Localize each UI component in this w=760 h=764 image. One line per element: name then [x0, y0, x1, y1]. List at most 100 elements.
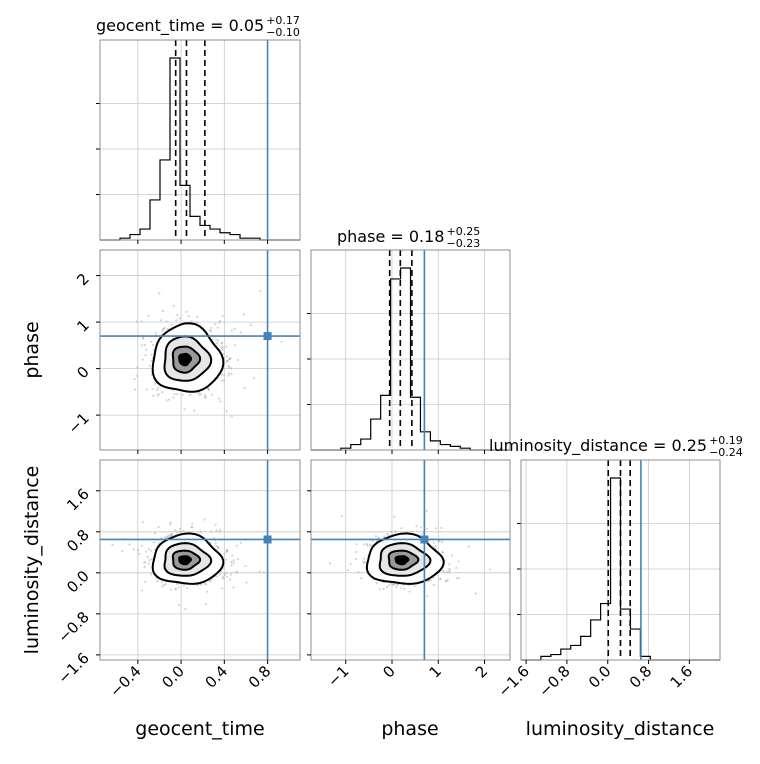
scatter-point: [147, 314, 150, 317]
scatter-point: [211, 393, 214, 396]
scatter-point: [148, 364, 151, 367]
scatter-point: [391, 583, 395, 586]
scatter-point: [207, 388, 210, 391]
scatter-point: [157, 386, 160, 389]
scatter-point: [383, 535, 386, 538]
scatter-point: [183, 408, 186, 411]
scatter-point: [169, 533, 172, 537]
scatter-point: [488, 568, 492, 571]
panel-frame: [520, 459, 721, 661]
scatter-point: [215, 342, 219, 345]
scatter-point: [442, 570, 446, 573]
scatter-point: [365, 542, 369, 546]
scatter-point: [232, 562, 235, 565]
scatter-point: [445, 580, 448, 583]
scatter-point: [185, 310, 188, 313]
scatter-point: [221, 577, 225, 580]
scatter-point: [448, 567, 451, 571]
scatter-point: [184, 607, 187, 610]
scatter-point: [161, 390, 164, 394]
scatter-point: [231, 554, 234, 557]
scatter-point: [355, 550, 358, 554]
scatter-point: [385, 585, 389, 589]
scatter-point: [445, 570, 449, 574]
scatter-point: [165, 536, 168, 539]
scatter-point: [421, 532, 424, 535]
x-tick-label-phase: 0: [379, 662, 398, 681]
x-tick-label-geocent_time: 0.4: [202, 662, 232, 692]
scatter-point: [224, 558, 228, 561]
scatter-point: [227, 372, 231, 375]
panel-frame: [99, 459, 301, 661]
panel-frame: [99, 249, 301, 451]
scatter-point: [191, 522, 194, 525]
scatter-point: [258, 570, 262, 573]
x-tick-label-luminosity_distance: 0.0: [585, 662, 615, 692]
scatter-point: [161, 309, 164, 313]
scatter-point: [162, 327, 165, 330]
scatter-point: [387, 534, 390, 537]
scatter-point: [346, 569, 349, 572]
scatter-point: [396, 583, 399, 586]
scatter-point: [357, 571, 360, 574]
scatter-point: [143, 343, 146, 347]
scatter-point: [157, 526, 160, 529]
x-tick-label-geocent_time: 0.8: [245, 662, 275, 692]
scatter-point: [140, 344, 144, 347]
scatter-point: [230, 415, 233, 418]
scatter-point: [166, 536, 169, 539]
x-tick-label-phase: −1: [324, 662, 352, 690]
scatter-point: [220, 341, 223, 344]
scatter-point: [152, 394, 155, 397]
scatter-point: [176, 313, 179, 317]
scatter-point: [280, 340, 283, 343]
scatter-point: [227, 374, 230, 377]
scatter-point: [187, 314, 190, 318]
scatter-point: [196, 321, 199, 324]
scatter-point: [121, 550, 124, 553]
scatter-point: [413, 585, 416, 588]
scatter-point: [237, 557, 240, 561]
scatter-point: [432, 541, 435, 544]
scatter-point: [225, 345, 228, 348]
scatter-point: [216, 339, 220, 342]
scatter-point: [178, 604, 181, 607]
scatter-point: [377, 536, 380, 539]
scatter-point: [440, 526, 443, 530]
scatter-point: [410, 530, 413, 533]
scatter-point: [230, 560, 233, 564]
scatter-point: [189, 394, 192, 397]
scatter-point: [170, 323, 173, 326]
truth-marker: [420, 535, 429, 544]
scatter-point: [149, 549, 153, 552]
scatter-point: [167, 398, 171, 401]
scatter-point: [174, 529, 177, 532]
scatter-point: [220, 373, 224, 376]
scatter-point: [140, 544, 143, 547]
x-axis-label-phase: phase: [381, 718, 438, 740]
scatter-point: [150, 359, 153, 362]
scatter-point: [220, 379, 223, 382]
scatter-point: [214, 523, 217, 526]
scatter-point: [426, 595, 429, 598]
x-tick-label-geocent_time: 0.0: [158, 662, 188, 692]
scatter-point: [448, 569, 452, 572]
scatter-point: [177, 586, 180, 589]
panel-content: [100, 250, 300, 458]
x-axis-label-geocent_time: geocent_time: [135, 718, 264, 740]
scatter-point: [190, 526, 193, 529]
scatter-point: [425, 509, 428, 513]
scatter-point: [206, 590, 209, 593]
scatter-point: [362, 560, 365, 563]
scatter-point: [156, 580, 159, 583]
scatter-point: [143, 565, 146, 568]
scatter-point: [177, 456, 179, 458]
scatter-point: [156, 388, 159, 391]
scatter-point: [135, 374, 138, 377]
scatter-point: [259, 289, 262, 292]
panel-content: [311, 460, 510, 660]
scatter-point: [219, 573, 222, 576]
scatter-point: [111, 543, 114, 547]
scatter-point: [169, 521, 172, 524]
scatter-point: [400, 586, 403, 589]
